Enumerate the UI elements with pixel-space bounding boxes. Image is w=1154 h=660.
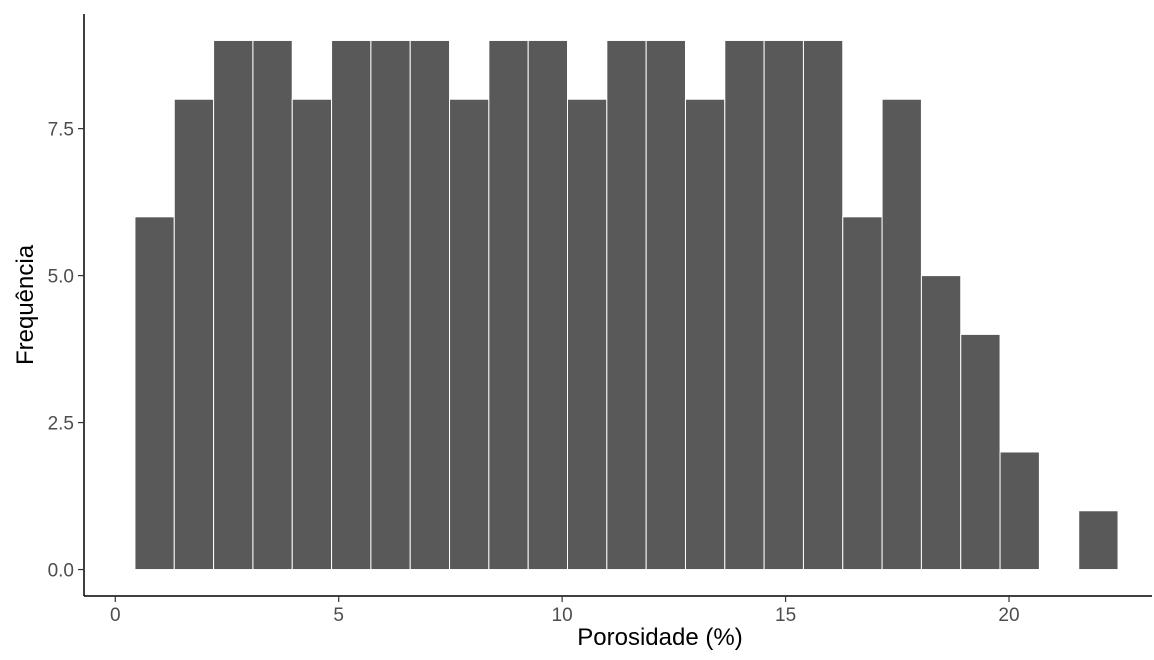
bars-layer xyxy=(134,39,1119,571)
x-tick-label: 5 xyxy=(333,605,344,626)
histogram-bar-11 xyxy=(527,39,569,571)
x-tick-label: 10 xyxy=(552,605,573,626)
histogram-bar-15 xyxy=(684,98,726,571)
histogram-bar-13 xyxy=(606,39,647,571)
y-ticks-layer: 0.0 2.5 5.0 7.5 xyxy=(48,120,84,582)
histogram-bar-12 xyxy=(567,98,608,571)
x-axis-title: Porosidade (%) xyxy=(577,624,742,651)
histogram-bar-3 xyxy=(213,39,254,571)
histogram-bar-9 xyxy=(449,98,490,571)
histogram-bar-22 xyxy=(960,333,1001,571)
y-tick-label: 5.0 xyxy=(48,267,74,288)
histogram-bar-25 xyxy=(1078,510,1119,571)
x-tick-label: 0 xyxy=(110,605,121,626)
histogram-bar-6 xyxy=(331,39,372,571)
histogram-bar-16 xyxy=(724,39,765,571)
y-tick-label: 0.0 xyxy=(48,561,74,582)
histogram-bar-10 xyxy=(488,39,529,571)
histogram-bar-7 xyxy=(370,39,411,571)
histogram-bar-4 xyxy=(252,39,293,571)
histogram-bar-21 xyxy=(920,275,962,571)
histogram-bar-18 xyxy=(802,39,844,571)
x-tick-label: 15 xyxy=(775,605,796,626)
x-tick-label: 20 xyxy=(998,605,1019,626)
histogram-bar-1 xyxy=(134,216,175,571)
x-ticks-layer: 0 5 10 15 20 xyxy=(110,596,1020,626)
histogram-bar-19 xyxy=(842,216,883,571)
histogram-bar-2 xyxy=(173,98,215,571)
y-axis-title: Frequência xyxy=(12,244,39,365)
y-tick-label: 2.5 xyxy=(48,414,74,435)
histogram-bar-14 xyxy=(645,39,686,571)
histogram-bar-5 xyxy=(291,98,333,571)
histogram-bar-17 xyxy=(763,39,804,571)
histogram-bar-23 xyxy=(999,451,1040,571)
histogram-bar-8 xyxy=(409,39,451,571)
histogram-bar-20 xyxy=(881,98,922,571)
axes-layer xyxy=(83,14,1152,597)
y-tick-label: 7.5 xyxy=(48,120,74,141)
